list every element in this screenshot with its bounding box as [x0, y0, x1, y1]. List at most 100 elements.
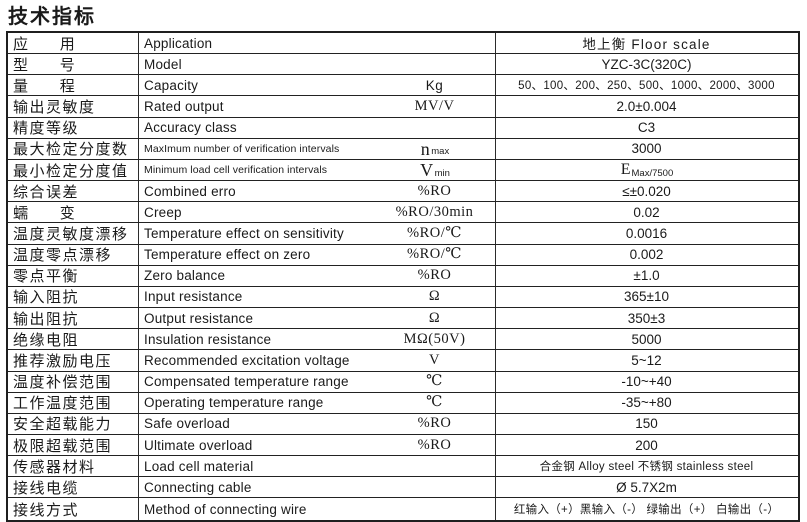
- spec-name-en-label: MaxImum number of verification intervals: [144, 142, 340, 155]
- spec-unit: %RO: [375, 414, 495, 434]
- spec-unit: [375, 456, 495, 476]
- spec-unit-symbol: %RO/℃: [407, 246, 462, 263]
- spec-name-en-label: Zero balance: [144, 268, 226, 284]
- spec-table: 应 用 Application 地上衡 Floor scale 型 号 Mode…: [6, 31, 800, 522]
- spec-name-en-label: Capacity: [144, 77, 199, 93]
- page-title: 技术指标: [8, 4, 96, 28]
- table-row: 传感器材料 Load cell material 合金钢 Alloy steel…: [8, 456, 798, 478]
- spec-name-en-label: Minimum load cell verification intervals: [144, 164, 328, 177]
- spec-unit: [375, 33, 495, 53]
- spec-name-en: Temperature effect on zero: [139, 245, 375, 265]
- spec-name-en-label: Input resistance: [144, 289, 243, 305]
- spec-value-text: Ø 5.7X2m: [616, 479, 677, 495]
- spec-name-cn: 推荐激励电压: [8, 350, 139, 371]
- spec-unit-symbol: MV/V: [414, 98, 455, 115]
- spec-name-en: Method of connecting wire: [139, 498, 375, 519]
- spec-value: E Max/7500: [495, 159, 798, 181]
- spec-unit-symbol: Ω: [428, 288, 441, 305]
- spec-name-en: MaxImum number of verification intervals: [139, 139, 375, 159]
- spec-unit: n max: [375, 139, 495, 159]
- spec-name-cn: 传感器材料: [8, 456, 139, 477]
- spec-value-text: YZC-3C(320C): [601, 56, 692, 72]
- table-row: 蠕 变 Creep %RO/30min 0.02: [8, 202, 798, 224]
- spec-unit: ℃: [375, 393, 495, 413]
- spec-value: 2.0±0.004: [495, 96, 798, 117]
- spec-name-en-label: Connecting cable: [144, 479, 252, 495]
- spec-value: 5~12: [495, 350, 798, 371]
- spec-name-cn: 应 用: [8, 33, 139, 54]
- spec-unit-symbol: V: [429, 351, 440, 368]
- spec-name-cn: 绝缘电阻: [8, 329, 139, 350]
- spec-unit-symbol: n: [420, 138, 431, 159]
- spec-name-en: Capacity: [139, 75, 375, 95]
- spec-unit-symbol: %RO: [417, 415, 452, 432]
- spec-value-subscript: Max/7500: [631, 167, 674, 179]
- spec-name-en: Rated output: [139, 96, 375, 116]
- spec-value-text: 地上衡 Floor scale: [582, 37, 711, 53]
- spec-value: YZC-3C(320C): [495, 54, 798, 75]
- spec-value-text: ±1.0: [633, 268, 660, 284]
- spec-value-text: 365±10: [624, 289, 669, 305]
- spec-name-en: Compensated temperature range: [139, 372, 375, 392]
- spec-value-text: 350±3: [627, 310, 666, 326]
- spec-name-en: Application: [139, 33, 375, 53]
- spec-name-en-label: Model: [144, 56, 182, 72]
- spec-value: -10~+40: [495, 371, 798, 392]
- spec-name-cn: 零点平衡: [8, 265, 139, 286]
- spec-value: 红输入（+）黑输入（-） 绿输出（+） 白输出（-）: [495, 498, 798, 520]
- spec-name-en-label: Safe overload: [144, 416, 230, 432]
- spec-unit: %RO: [375, 181, 495, 201]
- spec-name-cn: 最大检定分度数: [8, 138, 139, 159]
- spec-value: -35~+80: [495, 392, 798, 413]
- spec-value: 合金钢 Alloy steel 不锈钢 stainless steel: [495, 456, 798, 477]
- spec-name-en-label: Operating temperature range: [144, 395, 324, 411]
- table-row: 工作温度范围 Operating temperature range ℃ -35…: [8, 392, 798, 414]
- spec-unit: [375, 118, 495, 138]
- table-row: 输出阻抗 Output resistance Ω 350±3: [8, 308, 798, 330]
- spec-name-en-label: Application: [144, 35, 213, 51]
- spec-unit-subscript: min: [434, 167, 450, 179]
- spec-unit-symbol: Kg: [425, 77, 444, 93]
- spec-name-cn: 温度补偿范围: [8, 371, 139, 392]
- table-row: 温度补偿范围 Compensated temperature range ℃ -…: [8, 371, 798, 393]
- table-row: 最大检定分度数 MaxImum number of verification i…: [8, 138, 798, 160]
- spec-name-en-label: Method of connecting wire: [144, 501, 307, 517]
- spec-value: 150: [495, 413, 798, 434]
- spec-value: 5000: [495, 329, 798, 350]
- spec-value: 365±10: [495, 286, 798, 308]
- spec-name-cn: 安全超载能力: [8, 413, 139, 434]
- spec-name-cn: 温度灵敏度漂移: [8, 223, 139, 244]
- spec-name-en-label: Temperature effect on sensitivity: [144, 225, 344, 241]
- spec-unit: [375, 477, 495, 497]
- spec-unit: Ω: [375, 287, 495, 307]
- spec-value-text: -10~+40: [621, 374, 672, 390]
- spec-value: 地上衡 Floor scale: [495, 33, 798, 54]
- spec-value: 0.0016: [495, 223, 798, 244]
- table-row: 量 程 Capacity Kg 50、100、200、250、500、1000、…: [8, 75, 798, 97]
- table-row: 输出灵敏度 Rated output MV/V 2.0±0.004: [8, 96, 798, 118]
- spec-value-text: 150: [635, 416, 658, 432]
- spec-value: 350±3: [495, 308, 798, 329]
- spec-name-en: Safe overload: [139, 414, 375, 434]
- spec-unit-symbol: ℃: [426, 394, 443, 411]
- spec-unit-symbol: Ω: [428, 309, 441, 326]
- spec-name-cn: 接线方式: [8, 498, 139, 520]
- spec-value: 0.002: [495, 244, 798, 265]
- table-row: 接线电缆 Connecting cable Ø 5.7X2m: [8, 477, 798, 499]
- spec-name-en: Input resistance: [139, 287, 375, 307]
- spec-unit: %RO/℃: [375, 245, 495, 265]
- spec-name-cn: 输入阻抗: [8, 286, 139, 308]
- spec-unit: MV/V: [375, 96, 495, 116]
- spec-value-text: C3: [637, 120, 656, 136]
- spec-unit: Kg: [375, 75, 495, 95]
- spec-name-en: Connecting cable: [139, 477, 375, 497]
- spec-name-en-label: Insulation resistance: [144, 331, 272, 347]
- spec-unit: V min: [375, 160, 495, 180]
- spec-name-cn: 型 号: [8, 54, 139, 75]
- spec-unit: V: [375, 350, 495, 370]
- spec-name-en-label: Rated output: [144, 99, 224, 115]
- spec-unit: %RO: [375, 266, 495, 286]
- spec-unit-symbol: %RO: [417, 436, 452, 453]
- spec-unit: %RO/℃: [375, 223, 495, 243]
